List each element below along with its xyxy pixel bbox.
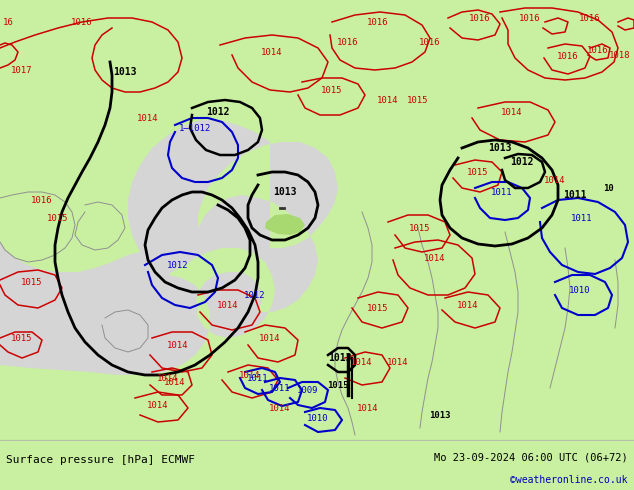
Text: 1015: 1015 bbox=[410, 223, 430, 232]
Text: 1013: 1013 bbox=[429, 411, 451, 419]
Text: 1012: 1012 bbox=[510, 157, 534, 167]
Text: 1012: 1012 bbox=[244, 291, 266, 299]
Text: 1014: 1014 bbox=[259, 334, 281, 343]
Text: 1016: 1016 bbox=[71, 18, 93, 26]
Text: 1010: 1010 bbox=[307, 414, 329, 422]
Text: 1013: 1013 bbox=[273, 187, 297, 197]
Text: 1014: 1014 bbox=[239, 370, 261, 379]
Text: 1016: 1016 bbox=[469, 14, 491, 23]
Text: 1014: 1014 bbox=[544, 175, 566, 185]
Text: 1015: 1015 bbox=[327, 381, 349, 390]
Text: 1014: 1014 bbox=[357, 403, 378, 413]
Text: 1014: 1014 bbox=[164, 377, 186, 387]
Text: 1014: 1014 bbox=[387, 358, 409, 367]
Text: 1014: 1014 bbox=[217, 300, 239, 310]
Text: 1016: 1016 bbox=[579, 14, 601, 23]
Text: 1014: 1014 bbox=[424, 253, 446, 263]
Text: 1016: 1016 bbox=[557, 51, 579, 60]
Text: 1014: 1014 bbox=[157, 373, 179, 383]
Text: Mo 23-09-2024 06:00 UTC (06+72): Mo 23-09-2024 06:00 UTC (06+72) bbox=[434, 452, 628, 463]
Text: 1011: 1011 bbox=[269, 384, 291, 392]
Text: 1014: 1014 bbox=[377, 96, 399, 104]
Text: 1014: 1014 bbox=[261, 48, 283, 56]
Text: 1015: 1015 bbox=[321, 85, 343, 95]
Text: 16: 16 bbox=[3, 18, 13, 26]
Text: 1012: 1012 bbox=[206, 107, 230, 117]
Text: 1009: 1009 bbox=[297, 386, 319, 394]
Text: 1016: 1016 bbox=[519, 14, 541, 23]
Text: 1016: 1016 bbox=[337, 38, 359, 47]
Text: 1015: 1015 bbox=[48, 214, 68, 222]
Text: 1014: 1014 bbox=[147, 400, 169, 410]
Text: 1015: 1015 bbox=[367, 303, 389, 313]
Text: 1016: 1016 bbox=[367, 18, 389, 26]
Text: 1011: 1011 bbox=[563, 190, 586, 200]
Text: 1017: 1017 bbox=[11, 66, 33, 74]
Text: 1011: 1011 bbox=[571, 214, 593, 222]
Text: 1011: 1011 bbox=[491, 188, 513, 196]
Text: 1013: 1013 bbox=[328, 353, 352, 363]
Text: 1013: 1013 bbox=[488, 143, 512, 153]
Text: 1014: 1014 bbox=[269, 403, 291, 413]
Text: 1015: 1015 bbox=[467, 168, 489, 176]
Text: 1011: 1011 bbox=[247, 373, 269, 383]
Polygon shape bbox=[0, 120, 338, 375]
Text: 1014: 1014 bbox=[167, 341, 189, 349]
Text: 1016: 1016 bbox=[587, 46, 609, 54]
Text: 1010: 1010 bbox=[569, 286, 591, 294]
Text: 1018: 1018 bbox=[609, 50, 631, 59]
Text: 1015: 1015 bbox=[22, 277, 42, 287]
Text: 1015: 1015 bbox=[11, 334, 33, 343]
Text: 1016: 1016 bbox=[31, 196, 53, 204]
Text: 1012: 1012 bbox=[167, 261, 189, 270]
Text: ©weatheronline.co.uk: ©weatheronline.co.uk bbox=[510, 475, 628, 485]
Text: 1014: 1014 bbox=[351, 358, 373, 367]
Text: 1014: 1014 bbox=[457, 300, 479, 310]
Text: 1014: 1014 bbox=[137, 114, 158, 122]
Text: 10: 10 bbox=[603, 183, 613, 193]
Text: 1013: 1013 bbox=[113, 67, 137, 77]
Text: 1‒1012: 1‒1012 bbox=[179, 123, 211, 132]
Text: 1015: 1015 bbox=[407, 96, 429, 104]
Text: 1016: 1016 bbox=[419, 38, 441, 47]
Text: 1014: 1014 bbox=[501, 107, 523, 117]
Text: Surface pressure [hPa] ECMWF: Surface pressure [hPa] ECMWF bbox=[6, 455, 195, 465]
Polygon shape bbox=[265, 214, 305, 235]
